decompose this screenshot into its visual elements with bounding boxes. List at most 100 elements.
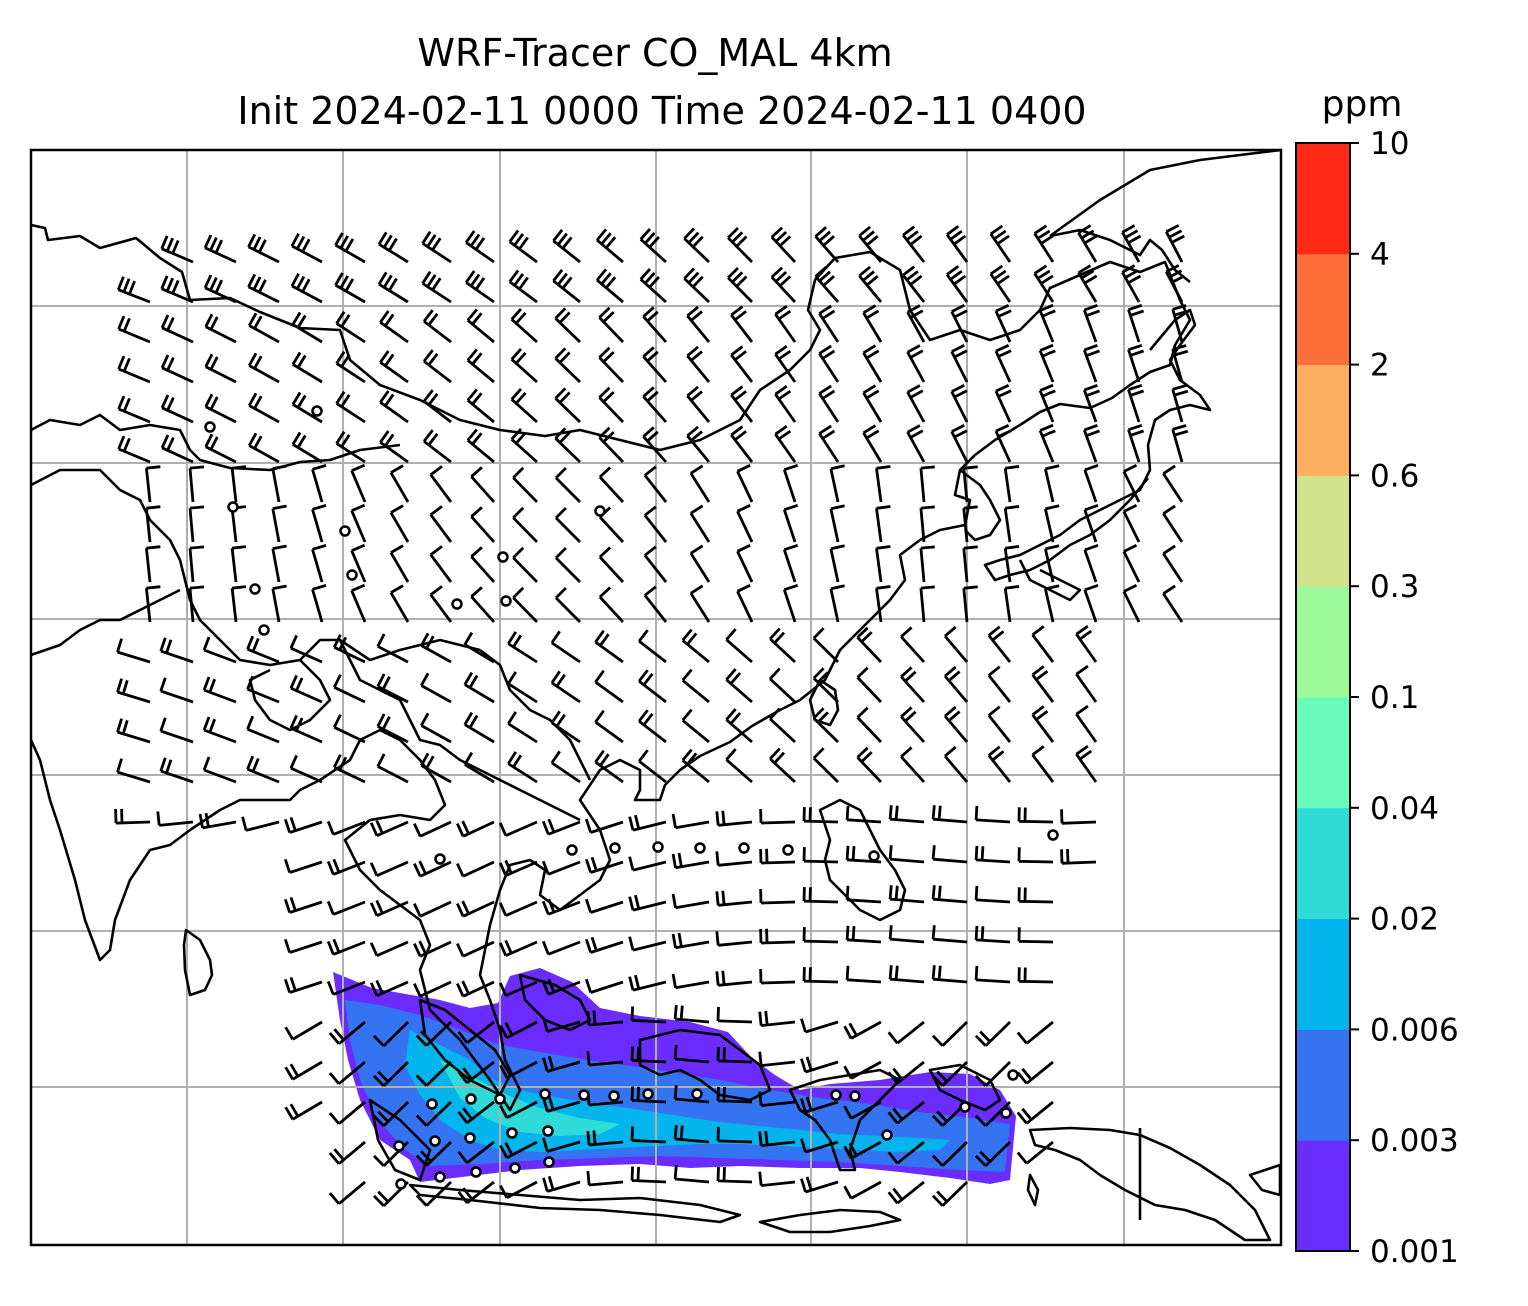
calm-wind-marker [470,1166,482,1178]
wind-barb [429,505,453,543]
wind-barb [389,504,410,543]
wind-barb [758,1130,796,1147]
wind-barb [512,506,539,543]
wind-barb [1044,504,1060,543]
wind-barb [774,345,797,383]
wind-barb [1171,344,1189,383]
wind-barb [901,265,926,303]
wind-barb [759,928,796,945]
wind-barb [1075,704,1098,743]
wind-barb [555,507,581,543]
wind-barb [862,344,883,383]
wind-barb [800,1056,839,1074]
wind-barb [413,900,452,918]
wind-barb [683,227,710,264]
wind-barb [271,584,287,623]
wind-barb [554,347,581,384]
calm-wind-marker [694,842,706,854]
wind-barb [758,1171,796,1187]
wind-barb [145,465,161,503]
wind-barb [246,675,280,704]
wind-barb [759,808,796,825]
wind-barb [541,940,581,956]
colorbar-tick-label: 4 [1370,237,1390,273]
wind-barb [681,628,710,664]
wind-barb [628,894,667,912]
wind-barb [595,228,624,264]
wind-barb [369,899,409,917]
wind-barb [715,851,753,867]
wind-barb [758,1051,796,1067]
wind-barb [326,980,366,996]
wind-barb [145,585,161,623]
wind-barb [470,546,496,583]
wind-barb [1162,544,1184,583]
wind-barb [671,813,710,830]
wind-barb [673,1004,710,1024]
wind-barb [550,710,581,744]
wind-barb [727,267,753,303]
wind-barb [994,344,1012,383]
colorbar-segment [1296,1029,1350,1141]
calm-wind-marker [609,842,621,854]
wind-barb [463,751,495,784]
wind-barb [730,305,754,343]
wind-barb [1038,423,1056,463]
wind-barb [639,267,667,304]
wind-barb [283,938,323,954]
wind-barb [420,632,452,664]
calm-wind-marker [249,583,261,595]
calm-wind-marker [393,1140,405,1152]
calm-wind-marker [1007,1069,1019,1081]
colorbar-tick-label: 0.3 [1370,569,1419,605]
wind-barb [429,545,453,583]
calm-wind-marker [652,841,664,853]
wind-barb [498,900,538,917]
wind-barb [818,344,840,383]
wind-barb [845,925,882,944]
calm-wind-marker [429,1135,441,1147]
wind-barb [584,978,624,994]
calm-wind-marker [227,501,239,513]
wind-barb [716,1166,753,1184]
wind-barb [595,268,624,304]
calm-wind-marker [426,1098,438,1110]
wind-barb [116,638,151,664]
wind-barb [974,1020,1011,1047]
colorbar-tick-label: 2 [1370,348,1390,384]
wind-barb [736,544,754,583]
wind-barb [931,885,968,904]
wind-barb [457,1020,495,1045]
wind-barb [643,585,668,623]
wind-barb [770,266,797,303]
wind-barb [422,429,452,464]
wind-barb [420,672,452,704]
wind-barb [686,425,711,463]
wind-barb [987,705,1012,743]
wind-barb [291,311,323,344]
wind-barb [730,345,754,383]
wind-barb [642,426,668,463]
wind-barb [1127,383,1145,423]
wind-barb [463,631,495,664]
wind-barb [499,1060,538,1080]
wind-barb [463,671,495,704]
wind-barb [843,1060,882,1080]
wind-barb [117,315,151,344]
wind-barb [376,633,409,664]
wind-barb [736,584,754,623]
wind-barb [598,386,625,423]
wind-barb [931,1180,968,1207]
wind-barb [681,748,710,784]
wind-barb [542,1095,581,1113]
wind-barb [289,754,323,784]
wind-barb [499,1140,538,1160]
wind-barb [456,940,495,958]
wind-barb [782,543,799,583]
wind-barb [594,669,624,704]
wind-barb [377,271,409,304]
wind-barb [759,848,796,865]
wind-barb [931,925,968,944]
wind-barb [1162,504,1184,543]
wind-barb [117,355,151,384]
